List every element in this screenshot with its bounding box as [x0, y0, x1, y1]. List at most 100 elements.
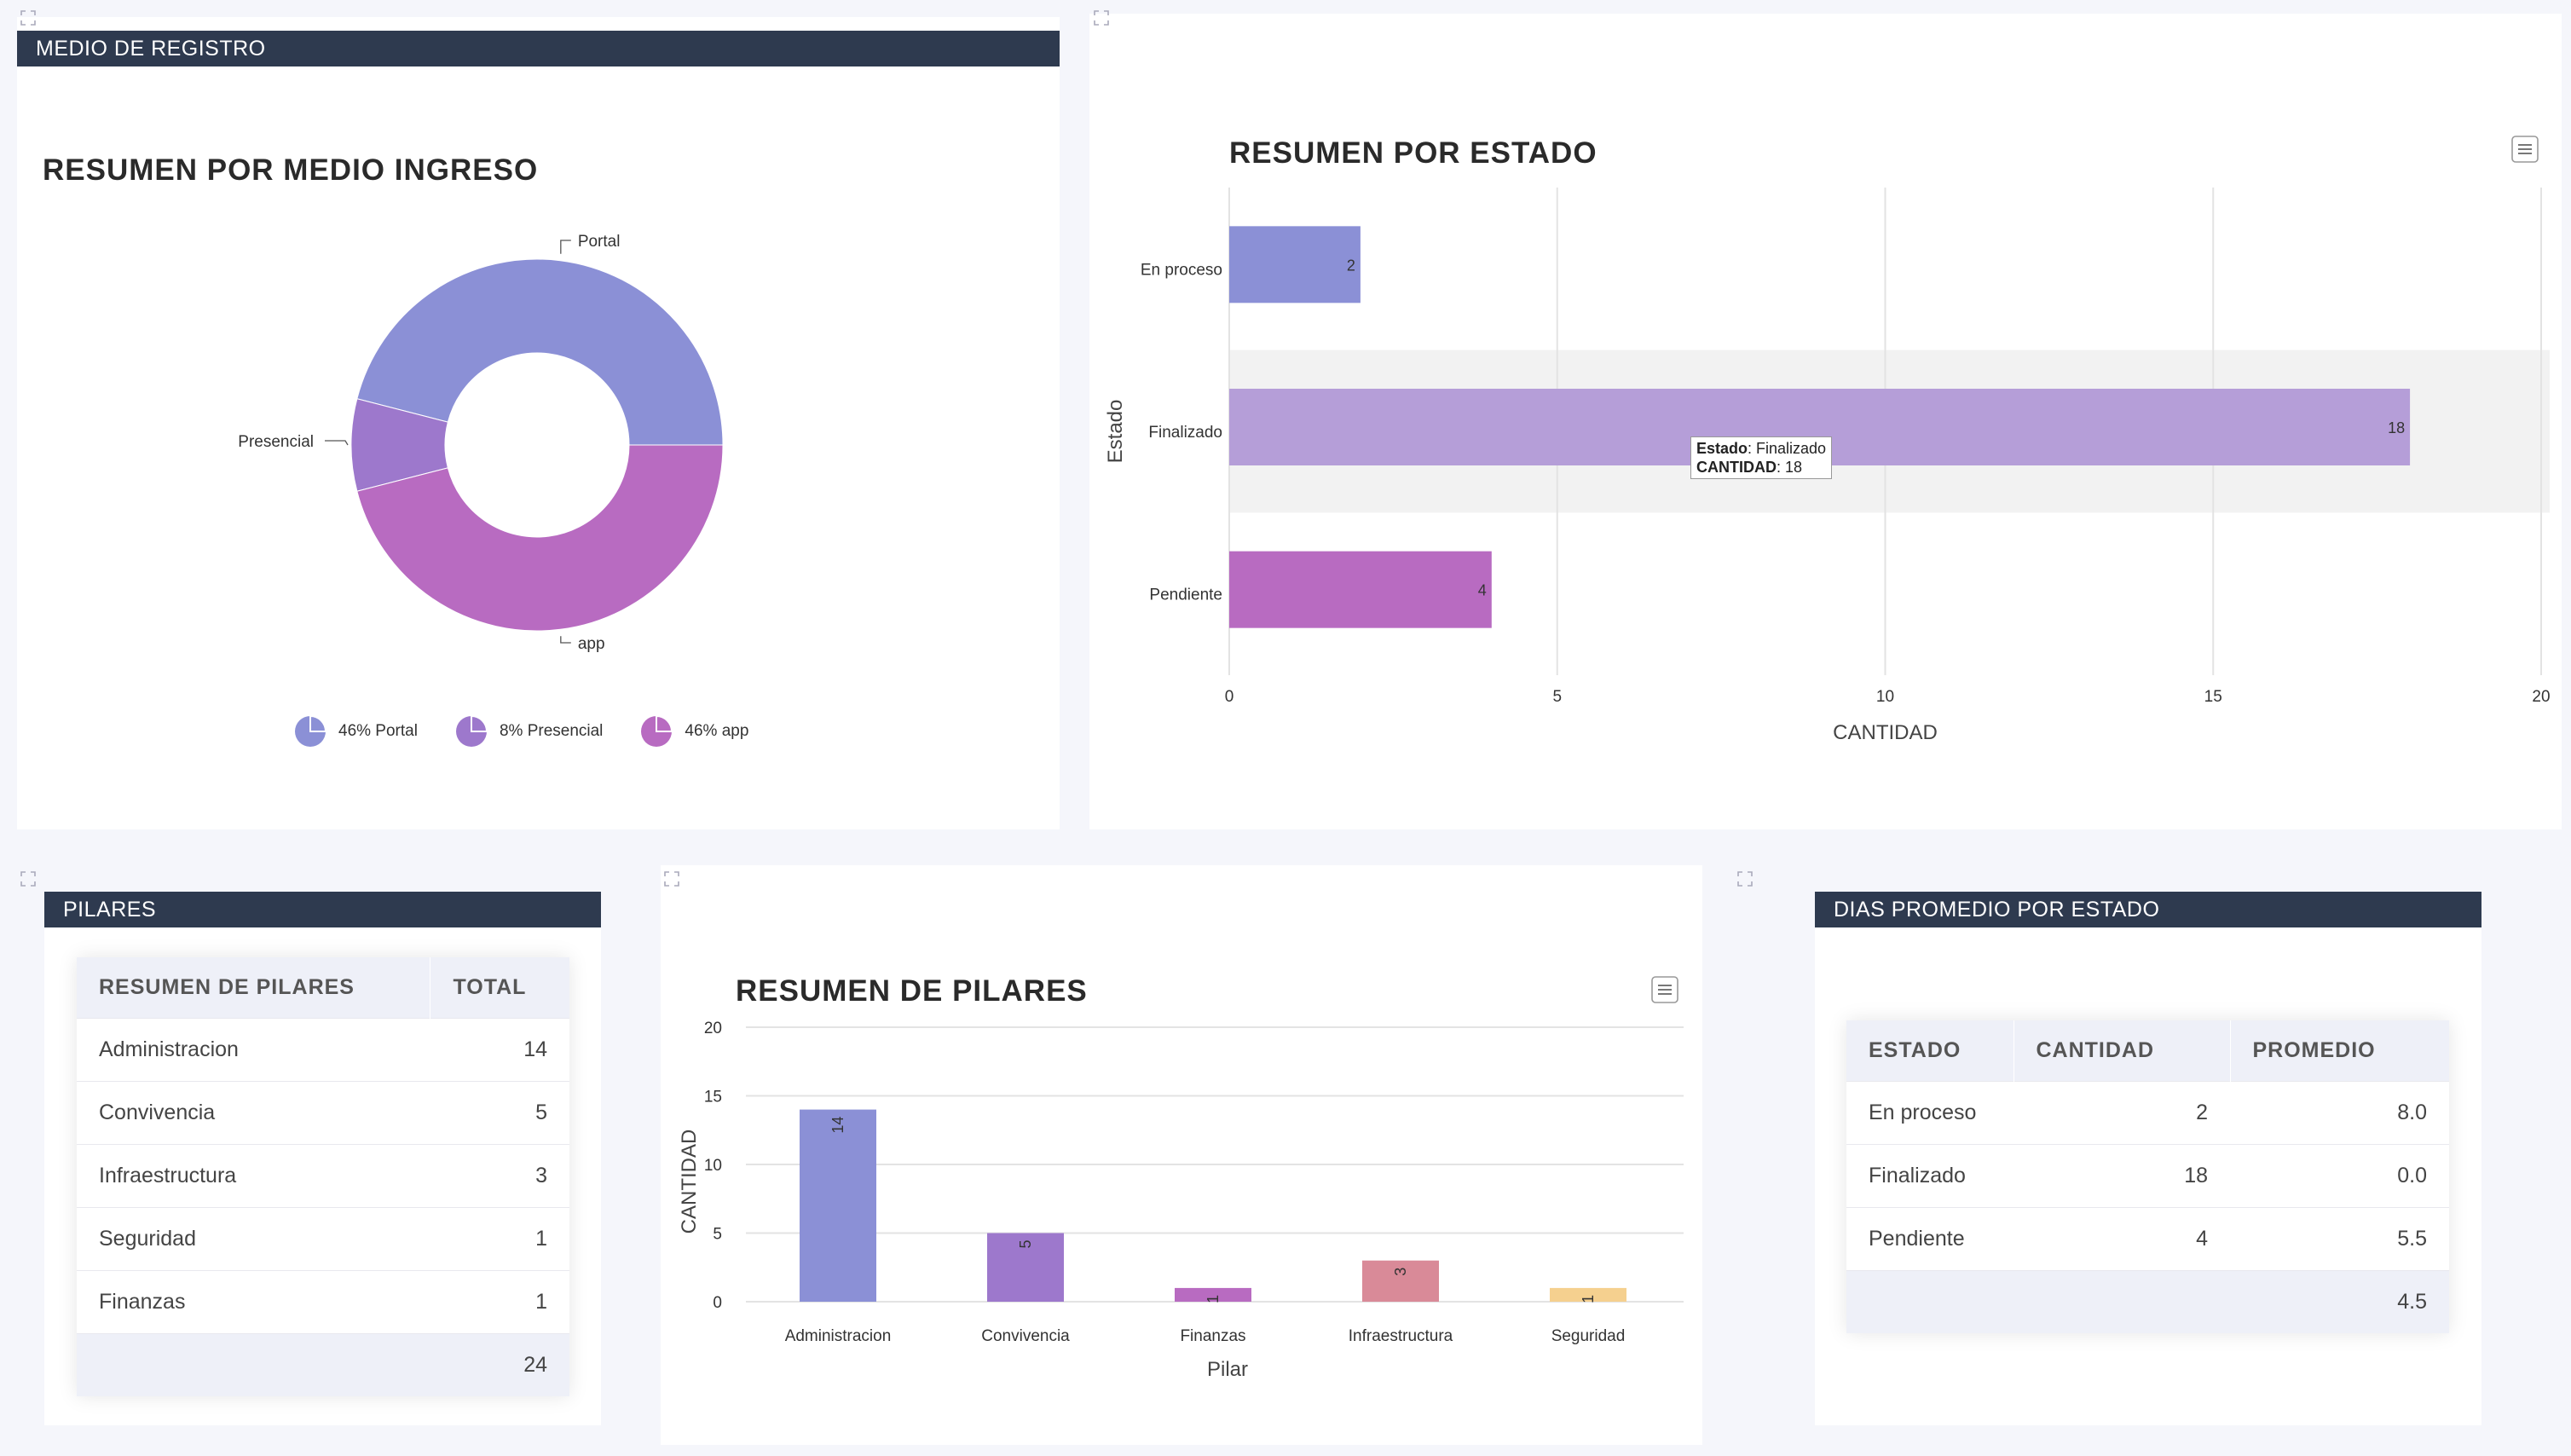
donut-leader-line: [560, 240, 571, 254]
panel-header: PILARES: [44, 892, 601, 927]
donut-slice: [356, 258, 724, 446]
legend-label: 46% app: [685, 722, 749, 740]
table-row: Infraestructura 3: [77, 1143, 569, 1207]
donut-chart: Portal Presencial app: [238, 233, 724, 653]
chart-tooltip: Estado: Finalizado CANTIDAD: 18: [1690, 436, 1833, 479]
chart-title: RESUMEN DE PILARES: [736, 974, 1088, 1008]
pilar-name: Infraestructura: [77, 1143, 430, 1207]
donut-legend: 46% Portal 8% Presencial 46% app: [294, 714, 748, 748]
bar: [1229, 226, 1361, 303]
pilar-total: 14: [430, 1017, 569, 1081]
column-header[interactable]: PROMEDIO: [2229, 1020, 2449, 1081]
bar: [987, 1233, 1064, 1302]
x-tick-label: 15: [2204, 688, 2222, 706]
table-total-row: 4.5: [1846, 1269, 2449, 1333]
bar-value-label: 3: [1392, 1268, 1409, 1276]
table-row: Pendiente 4 5.5: [1846, 1206, 2449, 1270]
pie-icon: [295, 715, 326, 747]
pilar-name: Administracion: [77, 1017, 430, 1081]
y-tick-label: 20: [704, 1020, 722, 1037]
y-tick-label: 10: [704, 1157, 722, 1175]
x-tick-label: 5: [1552, 688, 1562, 706]
expand-icon[interactable]: [664, 871, 679, 887]
pilares-bar-chart: 0 5 10 15 20 14 Administracion 5 Convivencia 1 Fin…: [678, 1020, 1684, 1381]
promedio-cell: 5.5: [2230, 1206, 2449, 1270]
dias-table: ESTADO CANTIDAD PROMEDIO En proceso 2 8.0 …: [1846, 1020, 2449, 1333]
pilares-table: RESUMEN DE PILARES TOTAL Administracion 1…: [77, 957, 569, 1396]
legend-label: 46% Portal: [338, 722, 418, 740]
pilar-name: Convivencia: [77, 1080, 430, 1144]
bar-value-label: 4: [1478, 582, 1487, 599]
cantidad-cell: 2: [2013, 1080, 2230, 1144]
y-tick-label: Pendiente: [1149, 586, 1222, 604]
donut-label: Presencial: [238, 433, 314, 451]
donut-slice: [356, 444, 724, 632]
promedio-cell: 8.0: [2230, 1080, 2449, 1144]
y-tick-label: 15: [704, 1089, 722, 1106]
bar-value-label: 2: [1347, 257, 1355, 274]
bar: [800, 1109, 876, 1302]
pilar-total: 3: [430, 1143, 569, 1207]
x-axis-title: CANTIDAD: [1833, 721, 1938, 744]
bar-value-label: 18: [2388, 419, 2405, 436]
column-header[interactable]: TOTAL: [430, 957, 569, 1018]
y-axis-title: Estado: [1104, 400, 1127, 464]
table-header-row: ESTADO CANTIDAD PROMEDIO: [1846, 1020, 2449, 1081]
x-axis-title: Pilar: [1207, 1358, 1248, 1381]
column-header[interactable]: ESTADO: [1846, 1020, 2013, 1081]
x-tick-label: 0: [1225, 688, 1234, 706]
chart-title: RESUMEN POR ESTADO: [1229, 136, 1597, 170]
table-header-row: RESUMEN DE PILARES TOTAL: [77, 957, 569, 1018]
bar-value-label: 1: [1580, 1295, 1597, 1303]
total-promedio: 4.5: [2230, 1269, 2449, 1333]
bar: [1362, 1260, 1439, 1302]
cantidad-cell: 4: [2013, 1206, 2230, 1270]
x-tick-label: Convivencia: [981, 1327, 1070, 1345]
table-row: Finalizado 18 0.0: [1846, 1143, 2449, 1207]
table-row: Convivencia 5: [77, 1080, 569, 1144]
legend-item[interactable]: 8% Presencial: [455, 715, 603, 748]
table-row: Seguridad 1: [77, 1206, 569, 1270]
column-header[interactable]: CANTIDAD: [2013, 1020, 2230, 1081]
y-tick-label: Finalizado: [1148, 424, 1222, 442]
legend-label: 8% Presencial: [499, 722, 604, 740]
table-total-row: 24: [77, 1332, 569, 1396]
panel-medio-registro: [17, 17, 1060, 829]
x-tick-label: Infraestructura: [1349, 1327, 1453, 1345]
table-row: Finanzas 1: [77, 1269, 569, 1333]
x-tick-label: 10: [1876, 688, 1894, 706]
table-row: Administracion 14: [77, 1017, 569, 1081]
y-tick-label: 0: [713, 1294, 722, 1312]
legend-item[interactable]: 46% app: [640, 715, 748, 748]
bar-value-label: 14: [829, 1117, 846, 1134]
estado-cell: En proceso: [1846, 1080, 2013, 1144]
pilar-total: 1: [430, 1269, 569, 1333]
pie-icon: [455, 715, 488, 747]
expand-icon[interactable]: [1737, 871, 1753, 887]
cantidad-cell: 18: [2013, 1143, 2230, 1207]
panel-header: DIAS PROMEDIO POR ESTADO: [1815, 892, 2481, 927]
pilar-name: Finanzas: [77, 1269, 430, 1333]
y-axis-title: CANTIDAD: [678, 1130, 701, 1234]
grand-total: 24: [430, 1332, 569, 1396]
y-tick-label: En proceso: [1141, 261, 1222, 279]
donut-label: Portal: [578, 233, 621, 251]
legend-item[interactable]: 46% Portal: [294, 715, 418, 748]
bar: [1229, 551, 1492, 628]
x-tick-label: Finanzas: [1180, 1327, 1245, 1345]
expand-icon[interactable]: [1094, 10, 1109, 26]
expand-icon[interactable]: [20, 10, 36, 26]
chart-title: RESUMEN POR MEDIO INGRESO: [43, 153, 539, 187]
estado-cell: Finalizado: [1846, 1143, 2013, 1207]
pilar-total: 1: [430, 1206, 569, 1270]
donut-leader-line: [560, 636, 571, 644]
menu-icon[interactable]: [1651, 976, 1678, 1003]
column-header[interactable]: RESUMEN DE PILARES: [77, 957, 430, 1018]
donut-label: app: [578, 635, 605, 653]
panel-header: MEDIO DE REGISTRO: [17, 31, 1060, 66]
estado-cell: Pendiente: [1846, 1206, 2013, 1270]
expand-icon[interactable]: [20, 871, 36, 887]
table-row: En proceso 2 8.0: [1846, 1080, 2449, 1144]
pilar-total: 5: [430, 1080, 569, 1144]
menu-icon[interactable]: [2511, 136, 2539, 163]
